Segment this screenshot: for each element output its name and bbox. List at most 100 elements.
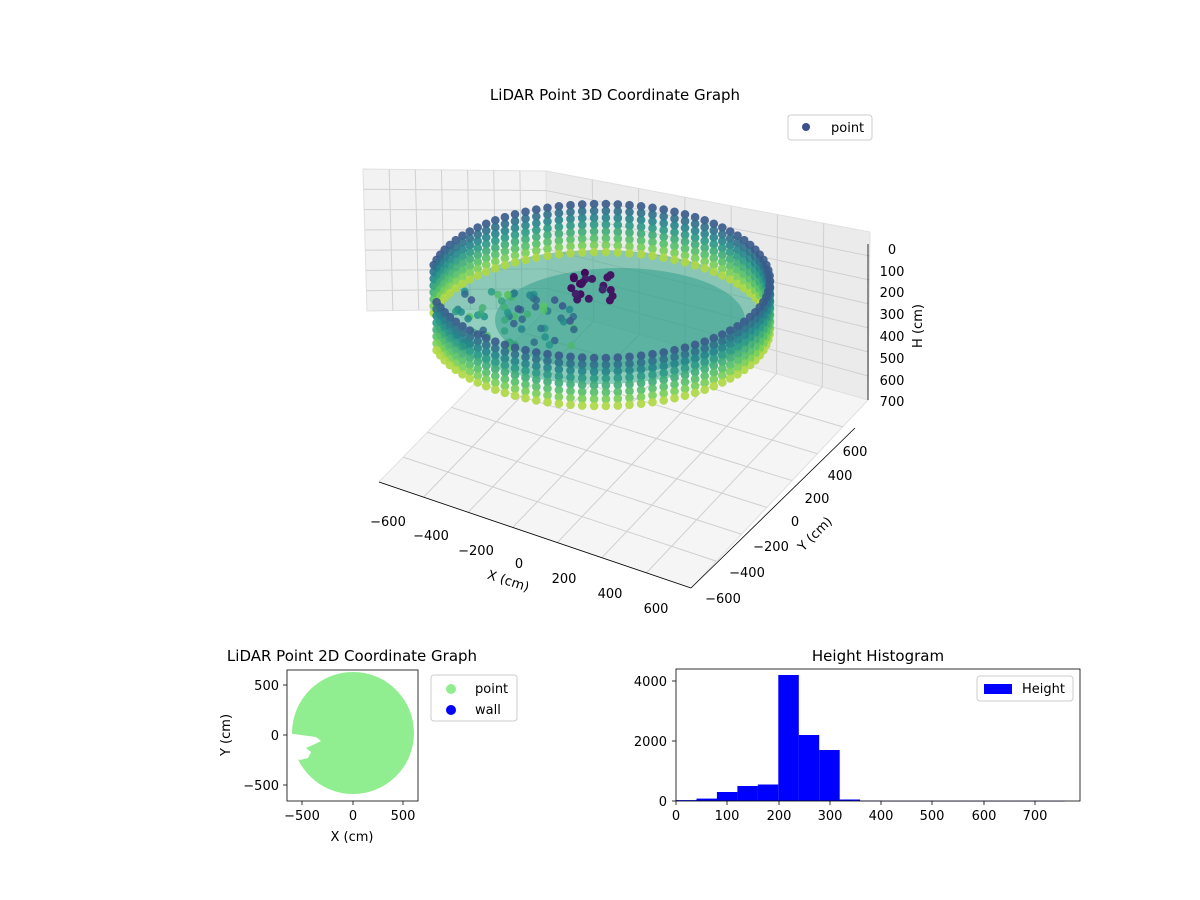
lidar-point [521,373,530,382]
x-tick-label: 100 [715,809,740,824]
lidar-point [739,358,749,368]
lidar-point [700,371,709,381]
lidar-point [532,253,541,262]
lidar-point [543,356,552,366]
lidar-point [589,401,599,411]
lidar-point [521,393,530,403]
histogram-bar [696,798,717,801]
lidar-point [521,221,530,230]
lidar-point [670,221,679,230]
lidar-point [473,243,483,253]
lidar-point [709,267,719,277]
lidar-point [577,234,587,243]
lidar-point [465,247,475,257]
lidar-point [532,239,541,249]
lidar-point [625,373,634,382]
lidar-point [636,215,646,225]
lidar-point [491,250,500,259]
x-tick-label: −200 [458,544,494,559]
lidar-point [659,253,668,262]
lidar-point [700,385,709,395]
lidar-point [625,200,634,210]
lidar-point [613,200,623,209]
lidar-point [709,347,719,357]
lidar-point [458,335,467,345]
lidar-point [718,243,727,253]
lidar-point [577,373,587,383]
z-tick-label: 400 [880,330,905,345]
lidar-point [465,374,475,383]
lidar-point [432,304,441,314]
lidar-point [473,264,483,274]
lidar-point [481,240,491,249]
lidar-point [500,381,510,391]
lidar-point [690,233,700,242]
lidar-point [517,325,526,333]
lidar-point [491,236,500,246]
lidar-point [510,251,520,260]
lidar-point [491,344,500,353]
lidar-point [709,219,719,229]
lidar-point [718,330,727,339]
lidar-point [451,256,461,266]
lidar-point [566,380,575,389]
lidar-point [606,286,615,294]
lidar-point [521,366,530,376]
y-tick-label: −400 [729,566,765,581]
lidar-point [700,250,709,259]
lidar-point [458,258,467,268]
lidar-point [500,340,510,350]
lidar-point [451,242,461,252]
lidar-point [465,326,475,335]
lidar-point [481,267,491,277]
lidar-point [543,203,552,213]
lidar-point [680,370,690,380]
histogram-bar [757,784,779,801]
lidar-point [700,243,709,253]
lidar-point [458,370,467,379]
lidar-point [601,220,611,229]
lidar-point [543,217,552,226]
lidar-point [532,225,541,235]
lidar-point [709,361,719,371]
lidar-point [718,378,727,387]
lidar-point [608,292,617,301]
lidar-point [733,245,742,254]
lidar-point [473,378,483,387]
lidar-point [733,279,742,289]
lidar-point [709,375,719,384]
lidar-point [543,224,552,233]
lidar-point [577,213,587,223]
lidar-point [481,375,491,384]
lidar-point [648,397,657,407]
lidar-point [680,364,690,373]
lidar-point [613,360,623,369]
lidar-point [690,247,700,256]
lidar-point [467,296,476,304]
lidar-point [500,212,510,222]
lidar-point [588,274,597,283]
z-ticks-3d: 0 100 200 300 400 500 600 700 [880,243,905,410]
lidar-point [554,365,564,374]
plot-frame-2d [286,669,419,802]
lidar-point [531,303,540,311]
x-tick-label: 400 [869,809,894,824]
lidar-point [690,260,700,270]
lidar-point [690,226,700,236]
lidar-point [532,348,541,357]
lidar-point [458,328,467,338]
x-tick-label: −600 [370,515,406,530]
lidar-point [648,203,657,213]
lidar-point [700,264,709,273]
lidar-point [589,360,599,370]
lidar-point [458,342,467,352]
x-tick-label: 0 [349,809,357,824]
lidar-point [532,219,541,228]
lidar-point [458,272,467,282]
lidar-point [659,212,668,221]
lidar-point [566,393,575,403]
lidar-point [543,349,552,359]
x-axis-label-3d: X (cm) [485,568,531,596]
lidar-point [543,363,552,373]
y-axis-line [690,427,856,589]
